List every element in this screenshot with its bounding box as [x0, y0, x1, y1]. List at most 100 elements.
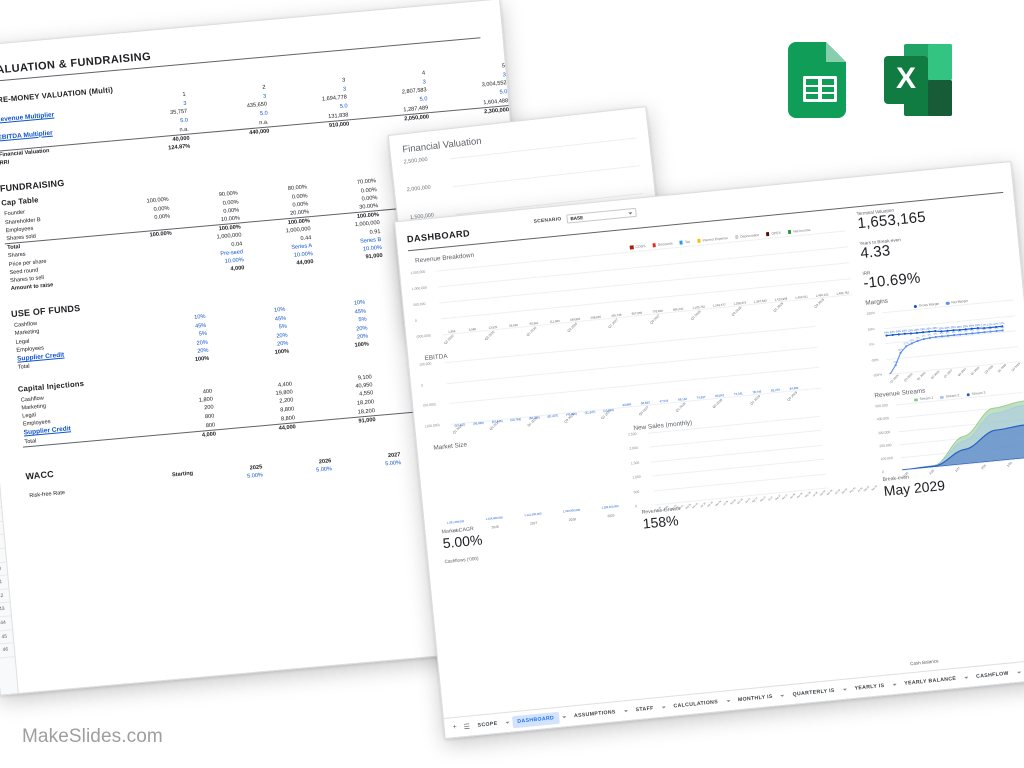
data-point [940, 330, 943, 333]
scenario-select[interactable]: BASE [565, 207, 637, 224]
chevron-down-icon[interactable] [964, 676, 969, 679]
legend-label: Tax [684, 239, 691, 245]
data-label: 23% [920, 327, 926, 332]
tab-dashboard[interactable]: DASHBOARD [511, 711, 560, 728]
data-label: -74% [892, 360, 899, 365]
data-point [885, 334, 888, 337]
chevron-down-icon[interactable] [780, 694, 785, 697]
y-axis-tick-label: 300,000 [877, 429, 891, 435]
chevron-down-icon[interactable] [842, 688, 847, 691]
y-axis-tick-label: 100% [866, 311, 876, 317]
legend-item: Tax [679, 240, 690, 245]
kpi-years-to-break-even: Years to Break-even 4.33 [859, 226, 1010, 262]
row-number[interactable]: 46 [0, 643, 15, 659]
tab-cashflow[interactable]: CASHFLOW [975, 670, 1010, 680]
data-point [1001, 325, 1004, 328]
data-label: 23% [914, 328, 920, 333]
data-point [921, 331, 925, 334]
tab-scope[interactable]: SCOPE [477, 720, 498, 729]
data-label: 23% [926, 326, 932, 331]
data-point [903, 332, 906, 336]
tab-calculations[interactable]: CALCULATIONS [673, 698, 719, 710]
tab-assumptions[interactable]: ASSUMPTIONS [573, 708, 616, 719]
sheet-tab-bar[interactable]: + ☰ SCOPE DASHBOARD ASSUMPTIONS STAFF CALCUL… [443, 657, 1024, 738]
margins-line-plot: 24% 24% 24% 24% 23% 23% 23% 23% 23% 20% 20% 20% 19% 1… [884, 321, 1005, 375]
x-axis-tick-label: 2025 [452, 528, 461, 534]
bar[interactable]: 1,091,200,000 2025 [438, 520, 473, 533]
data-label: 24% [890, 330, 896, 335]
chevron-down-icon[interactable] [561, 715, 567, 718]
app-icon-row: X [788, 42, 954, 118]
revenue-streams-chart[interactable]: 500,000 400,000 300,000 200,000 100,000 0 1/25… [875, 392, 1024, 478]
data-point [970, 327, 973, 331]
legend-label: Discounts [657, 241, 673, 247]
y-axis-tick-label: 0 [881, 470, 884, 475]
chevron-down-icon [628, 211, 633, 215]
data-point [934, 336, 937, 339]
data-label: 4% [952, 330, 957, 334]
legend-swatch [697, 238, 701, 243]
chevron-down-icon[interactable] [892, 683, 897, 686]
data-point [894, 364, 897, 367]
y-axis-tick-label: 200,000 [879, 442, 892, 449]
bar[interactable]: 1,282,400,000 2029 [593, 504, 628, 518]
data-point [915, 332, 919, 335]
chevron-down-icon[interactable] [623, 709, 628, 712]
legend-swatch [945, 301, 950, 305]
data-label: 20% [944, 326, 950, 331]
data-label: 17% [981, 323, 987, 328]
data-label: 23% [908, 328, 914, 333]
legend-swatch [913, 304, 918, 309]
bar-data-label: 1,282,400,000 [601, 504, 619, 510]
bar[interactable]: 1,104,600,000 2026 [477, 516, 512, 529]
data-point [982, 327, 986, 330]
data-label: 19% [963, 324, 969, 329]
data-label: 4% [976, 328, 981, 332]
data-point [922, 338, 925, 341]
y-axis-tick-label: 1,000,000 [411, 285, 428, 292]
data-label: 4% [970, 328, 975, 332]
x-axis-tick-label: 2029 [607, 513, 615, 519]
y-axis-tick-label: 2,000 [629, 446, 639, 451]
y-axis-tick-label: 1,000 [632, 474, 641, 480]
scenario-control[interactable]: SCENARIO BASE [533, 207, 637, 227]
tab-staff[interactable]: STAFF [635, 705, 654, 713]
data-point [965, 333, 968, 336]
legend-swatch [734, 235, 739, 239]
data-label: 19% [969, 323, 975, 328]
bar[interactable]: 1,141,500,000 2027 [516, 513, 550, 526]
data-point [928, 330, 931, 334]
data-label: 19% [957, 325, 963, 330]
bar[interactable]: 1,220,900,000 2028 [554, 509, 589, 522]
data-point [964, 328, 967, 331]
data-point [946, 329, 949, 333]
area-series [902, 424, 1024, 471]
chevron-down-icon[interactable] [1016, 671, 1021, 674]
legend-swatch [765, 232, 770, 236]
page-title: DASHBOARD [406, 228, 471, 245]
data-label: 17% [999, 321, 1005, 326]
data-label: -3% [915, 336, 921, 340]
legend-label: COGS [635, 244, 646, 250]
data-point [899, 352, 902, 355]
legend-item: OPEX [765, 231, 781, 236]
chevron-down-icon[interactable] [505, 721, 510, 724]
data-label: 24% [896, 329, 902, 334]
kpi-column: Terminal Valuation 1,653,165 Years to Br… [856, 197, 1024, 499]
data-point [928, 336, 931, 340]
data-label: 19% [975, 323, 981, 328]
tab-yearly-balance[interactable]: YEARLY BALANCE [903, 675, 957, 687]
data-label: 4% [1000, 325, 1005, 329]
data-point [934, 330, 937, 333]
y-axis-tick-label: 0 [414, 318, 417, 323]
tab-monthly-is[interactable]: MONTHLY IS [737, 693, 773, 703]
chevron-down-icon[interactable] [661, 705, 666, 709]
dashboard-spreadsheet[interactable]: DASHBOARD SCENARIO BASE Revenue Breakdow… [394, 160, 1024, 740]
data-label: 17% [987, 322, 993, 327]
chevron-down-icon[interactable] [725, 699, 731, 702]
legend-swatch [630, 245, 634, 250]
margins-chart[interactable]: 100% 50% 0% -50% -100% 24% 24% 24% 24% 23% 23% 23% 2… [866, 299, 1021, 384]
data-point [989, 330, 992, 333]
tab-yearly-is[interactable]: YEARLY IS [854, 682, 885, 692]
tab-quarterly-is[interactable]: QUARTERLY IS [792, 687, 835, 698]
